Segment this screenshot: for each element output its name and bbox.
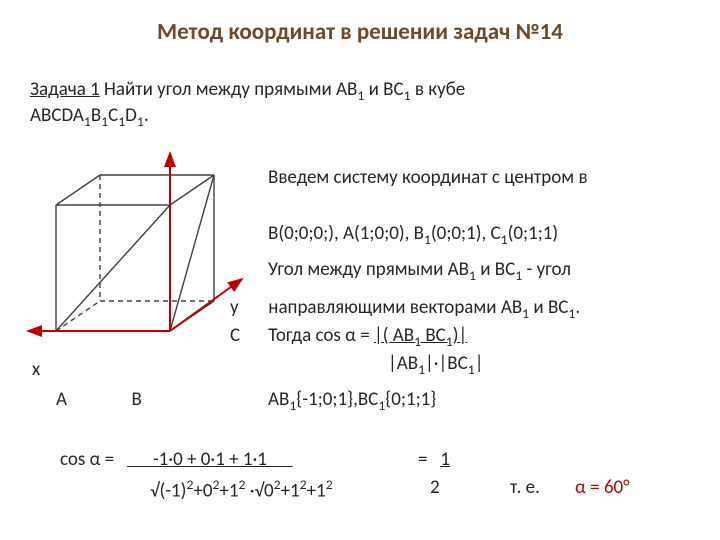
cos-denominator: |AB1|·|BC1| (388, 352, 483, 378)
final-denominator: √(-1)2+02+12 ·√02+12+12 (150, 476, 333, 502)
final-cos-lbl: cos α = (60, 448, 114, 471)
sub-14: 1 (446, 333, 453, 350)
sub-2: 1 (404, 87, 411, 104)
dirvec-c: . (575, 296, 580, 319)
t-e-label: т. е. (510, 476, 540, 499)
cos-num-a: |( AB (374, 324, 414, 347)
fd-d: ·√0 (245, 479, 273, 502)
y-axis-arrow (170, 279, 242, 331)
angle-1b: и BC (476, 258, 515, 281)
coords-block: B(0;0;0;), A(1;0;0), B1(0;0;1), C1(0;1;1… (268, 220, 571, 285)
sub-6: 1 (137, 113, 144, 130)
vecs-b-val: {0;1;1} (385, 388, 436, 411)
angle-line: Угол между прямыми AB1 и BC1 - угол (268, 256, 571, 286)
problem-text-1: Найти угол между прямыми AB (100, 78, 358, 101)
problem-text-5: B (91, 104, 101, 127)
final-answer: α = 60° (575, 476, 630, 499)
vectors-values: AB1{-1;0;1},BC1{0;1;1} (268, 388, 436, 414)
problem-statement: Задача 1 Найти угол между прямыми AB 1 и … (30, 78, 670, 130)
coords-line-1: B(0;0;0;), A(1;0;0), B1(0;0;1), C1(0;1;1… (268, 220, 571, 250)
final-cos-line: cos α = -1·0 + 0·1 + 1·1 (60, 448, 293, 471)
problem-label: Задача 1 (30, 78, 100, 101)
fd-f: +1 (307, 479, 326, 502)
sub-15: 1 (418, 361, 425, 378)
sup-5: 2 (300, 476, 307, 493)
fd-e: +1 (281, 479, 300, 502)
vecs-a: AB (268, 388, 289, 411)
eq-one-a: = (418, 448, 440, 471)
cos-num-b: BC (421, 324, 446, 347)
vecs-a-val: {-1;0;1},BC (296, 388, 378, 411)
sub-7: 1 (424, 231, 431, 248)
sub-16: 1 (468, 361, 475, 378)
sub-9: 1 (469, 266, 476, 283)
eq-one-b: 1 (440, 448, 450, 471)
fd-a: √(-1) (150, 479, 186, 502)
problem-text-2: и BC (364, 78, 403, 101)
problem-text-3: в кубе (411, 78, 466, 101)
hidden-edges (56, 175, 214, 331)
sub-3: 1 (84, 113, 91, 130)
cube-figure (20, 155, 250, 375)
problem-text-6: C (108, 104, 118, 127)
denom-b: |·|BC (425, 352, 468, 375)
fd-c: +1 (219, 479, 238, 502)
cos-formula-line: C Тогда cos α = |( AB1 BC1)| (230, 324, 467, 350)
coords-1c: (0;1;1) (508, 222, 559, 245)
intro-text: Введем систему координат с центром в (268, 166, 588, 189)
problem-text-8: . (144, 104, 149, 127)
sub-8: 1 (501, 231, 508, 248)
equals-one: = 1 (418, 448, 450, 471)
slide: Метод координат в решении задач №14 Зада… (0, 0, 720, 540)
a-point-label: A (56, 388, 68, 411)
sup-4: 2 (274, 476, 281, 493)
problem-text-7: D (125, 104, 137, 127)
cube-svg (20, 155, 250, 375)
fd-b: +0 (193, 479, 212, 502)
cos-num-c: )| (453, 324, 468, 347)
cube-lines (56, 175, 214, 331)
sup-6: 2 (326, 476, 333, 493)
final-numerator: -1·0 + 0·1 + 1·1 (127, 448, 293, 471)
b-point-label: B (132, 388, 143, 411)
denom-c: | (475, 352, 484, 375)
diagonal-ab1 (56, 205, 170, 331)
sub-13: 1 (414, 333, 421, 350)
denom-a: |AB (388, 352, 418, 375)
problem-text-4: ABCDA (30, 104, 84, 127)
direction-vectors-line: y направляющими векторами AB1 и BC1. (230, 296, 580, 322)
slide-title: Метод координат в решении задач №14 (0, 18, 720, 46)
coords-1a: B(0;0;0;), A(1;0;0), B (268, 222, 424, 245)
cos-eq: Тогда cos α = (268, 324, 374, 347)
angle-1c: - угол (522, 258, 571, 281)
diagonal-bc1 (170, 175, 214, 331)
coords-1b: (0;0;1), C (431, 222, 501, 245)
dirvec-a: направляющими векторами AB (268, 296, 522, 319)
angle-1a: Угол между прямыми AB (268, 258, 469, 281)
edge (56, 175, 100, 205)
ab-point-labels: A B (56, 388, 143, 411)
dirvec-b: и BC (529, 296, 568, 319)
denominator-two: 2 (430, 476, 440, 499)
